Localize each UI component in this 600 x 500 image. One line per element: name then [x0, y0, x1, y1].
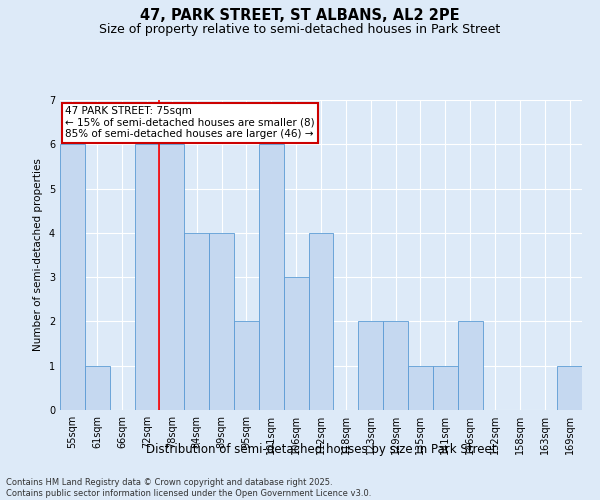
Bar	[85, 366, 110, 410]
Text: 47, PARK STREET, ST ALBANS, AL2 2PE: 47, PARK STREET, ST ALBANS, AL2 2PE	[140, 8, 460, 22]
Y-axis label: Number of semi-detached properties: Number of semi-detached properties	[34, 158, 43, 352]
Bar	[408, 366, 433, 410]
Bar	[209, 233, 234, 410]
Bar	[284, 277, 308, 410]
Bar	[557, 366, 582, 410]
Text: Distribution of semi-detached houses by size in Park Street: Distribution of semi-detached houses by …	[146, 442, 496, 456]
Text: Size of property relative to semi-detached houses in Park Street: Size of property relative to semi-detach…	[100, 22, 500, 36]
Bar	[259, 144, 284, 410]
Text: 47 PARK STREET: 75sqm
← 15% of semi-detached houses are smaller (8)
85% of semi-: 47 PARK STREET: 75sqm ← 15% of semi-deta…	[65, 106, 315, 140]
Bar	[160, 144, 184, 410]
Bar	[134, 144, 160, 410]
Bar	[458, 322, 482, 410]
Bar	[383, 322, 408, 410]
Bar	[433, 366, 458, 410]
Bar	[60, 144, 85, 410]
Bar	[234, 322, 259, 410]
Text: Contains HM Land Registry data © Crown copyright and database right 2025.
Contai: Contains HM Land Registry data © Crown c…	[6, 478, 371, 498]
Bar	[358, 322, 383, 410]
Bar	[184, 233, 209, 410]
Bar	[308, 233, 334, 410]
